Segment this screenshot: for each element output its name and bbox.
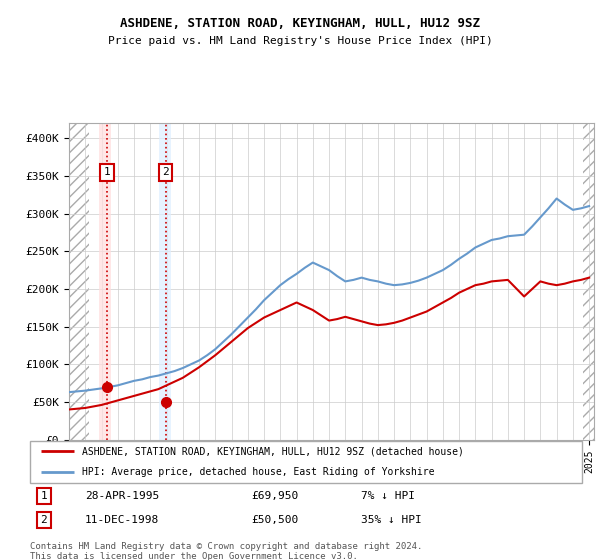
Text: ASHDENE, STATION ROAD, KEYINGHAM, HULL, HU12 9SZ: ASHDENE, STATION ROAD, KEYINGHAM, HULL, … — [120, 17, 480, 30]
Text: £50,500: £50,500 — [251, 515, 298, 525]
Text: Price paid vs. HM Land Registry's House Price Index (HPI): Price paid vs. HM Land Registry's House … — [107, 36, 493, 46]
Bar — [583, 123, 594, 440]
Text: 11-DEC-1998: 11-DEC-1998 — [85, 515, 160, 525]
Text: 28-APR-1995: 28-APR-1995 — [85, 491, 160, 501]
Text: 35% ↓ HPI: 35% ↓ HPI — [361, 515, 422, 525]
Text: £69,950: £69,950 — [251, 491, 298, 501]
Text: 2: 2 — [163, 167, 169, 177]
Bar — [99, 123, 111, 440]
FancyBboxPatch shape — [30, 441, 582, 483]
Bar — [159, 123, 170, 440]
Text: ASHDENE, STATION ROAD, KEYINGHAM, HULL, HU12 9SZ (detached house): ASHDENE, STATION ROAD, KEYINGHAM, HULL, … — [82, 446, 464, 456]
Bar — [69, 123, 89, 440]
Text: 1: 1 — [40, 491, 47, 501]
Text: Contains HM Land Registry data © Crown copyright and database right 2024.
This d: Contains HM Land Registry data © Crown c… — [30, 542, 422, 560]
Text: HPI: Average price, detached house, East Riding of Yorkshire: HPI: Average price, detached house, East… — [82, 467, 435, 477]
Text: 7% ↓ HPI: 7% ↓ HPI — [361, 491, 415, 501]
Text: 2: 2 — [40, 515, 47, 525]
Text: 1: 1 — [103, 167, 110, 177]
